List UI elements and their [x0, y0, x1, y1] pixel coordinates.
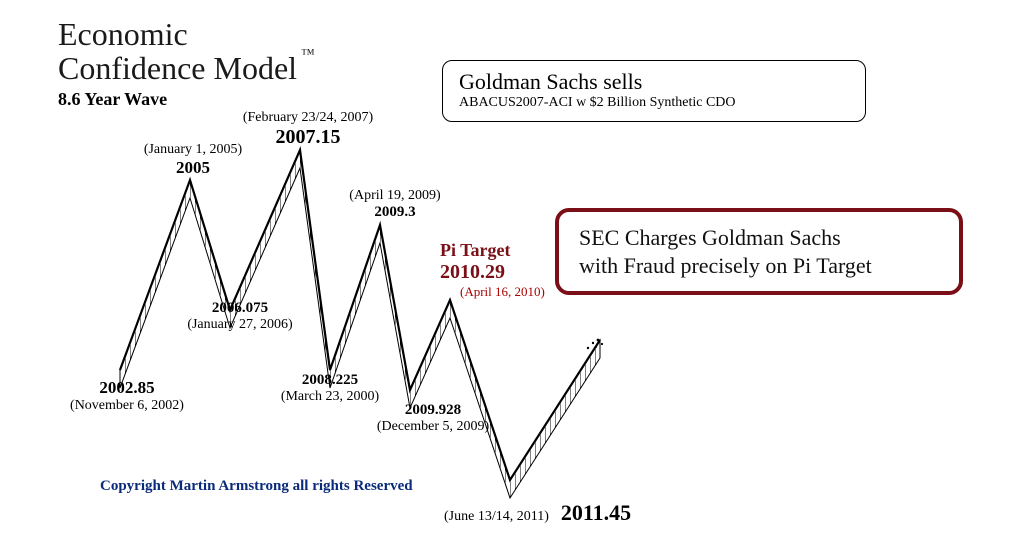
label-2002-85-value: 2002.85: [62, 378, 192, 398]
label-2002-85-date: (November 6, 2002): [62, 398, 192, 414]
diagram-canvas: Economic Confidence Model™ 8.6 Year Wave…: [0, 0, 1024, 550]
label-2009-928: 2009.928 (December 5, 2009): [358, 402, 508, 435]
label-2006-075-date: (January 27, 2006): [170, 317, 310, 333]
label-2009-3-value: 2009.3: [330, 204, 460, 221]
label-2002-85: 2002.85 (November 6, 2002): [62, 378, 192, 414]
label-2009-928-date: (December 5, 2009): [358, 419, 508, 435]
label-pi-target: Pi Target 2010.29 (April 16, 2010): [440, 240, 590, 300]
copyright-text: Copyright Martin Armstrong all rights Re…: [100, 478, 413, 495]
label-2011-45-value: 2011.45: [561, 500, 631, 525]
label-2007-15-value: 2007.15: [218, 126, 398, 149]
label-2009-3-date: (April 19, 2009): [330, 188, 460, 204]
pi-target-title: Pi Target: [440, 240, 590, 261]
label-2006-075: 2006.075 (January 27, 2006): [170, 300, 310, 333]
label-2007-15-date: (February 23/24, 2007): [218, 110, 398, 126]
pi-target-value: 2010.29: [440, 261, 590, 284]
label-2008-225-value: 2008.225: [260, 372, 400, 389]
label-2008-225: 2008.225 (March 23, 2000): [260, 372, 400, 405]
label-2007-15: (February 23/24, 2007) 2007.15: [218, 110, 398, 149]
pi-target-date: (April 16, 2010): [460, 284, 590, 300]
label-2006-075-value: 2006.075: [170, 300, 310, 317]
label-2009-3: (April 19, 2009) 2009.3: [330, 188, 460, 221]
label-2009-928-value: 2009.928: [358, 402, 508, 419]
label-2011-45: (June 13/14, 2011) 2011.45: [444, 500, 631, 526]
label-2011-45-date: (June 13/14, 2011): [444, 509, 549, 524]
label-2005-value: 2005: [128, 158, 258, 178]
